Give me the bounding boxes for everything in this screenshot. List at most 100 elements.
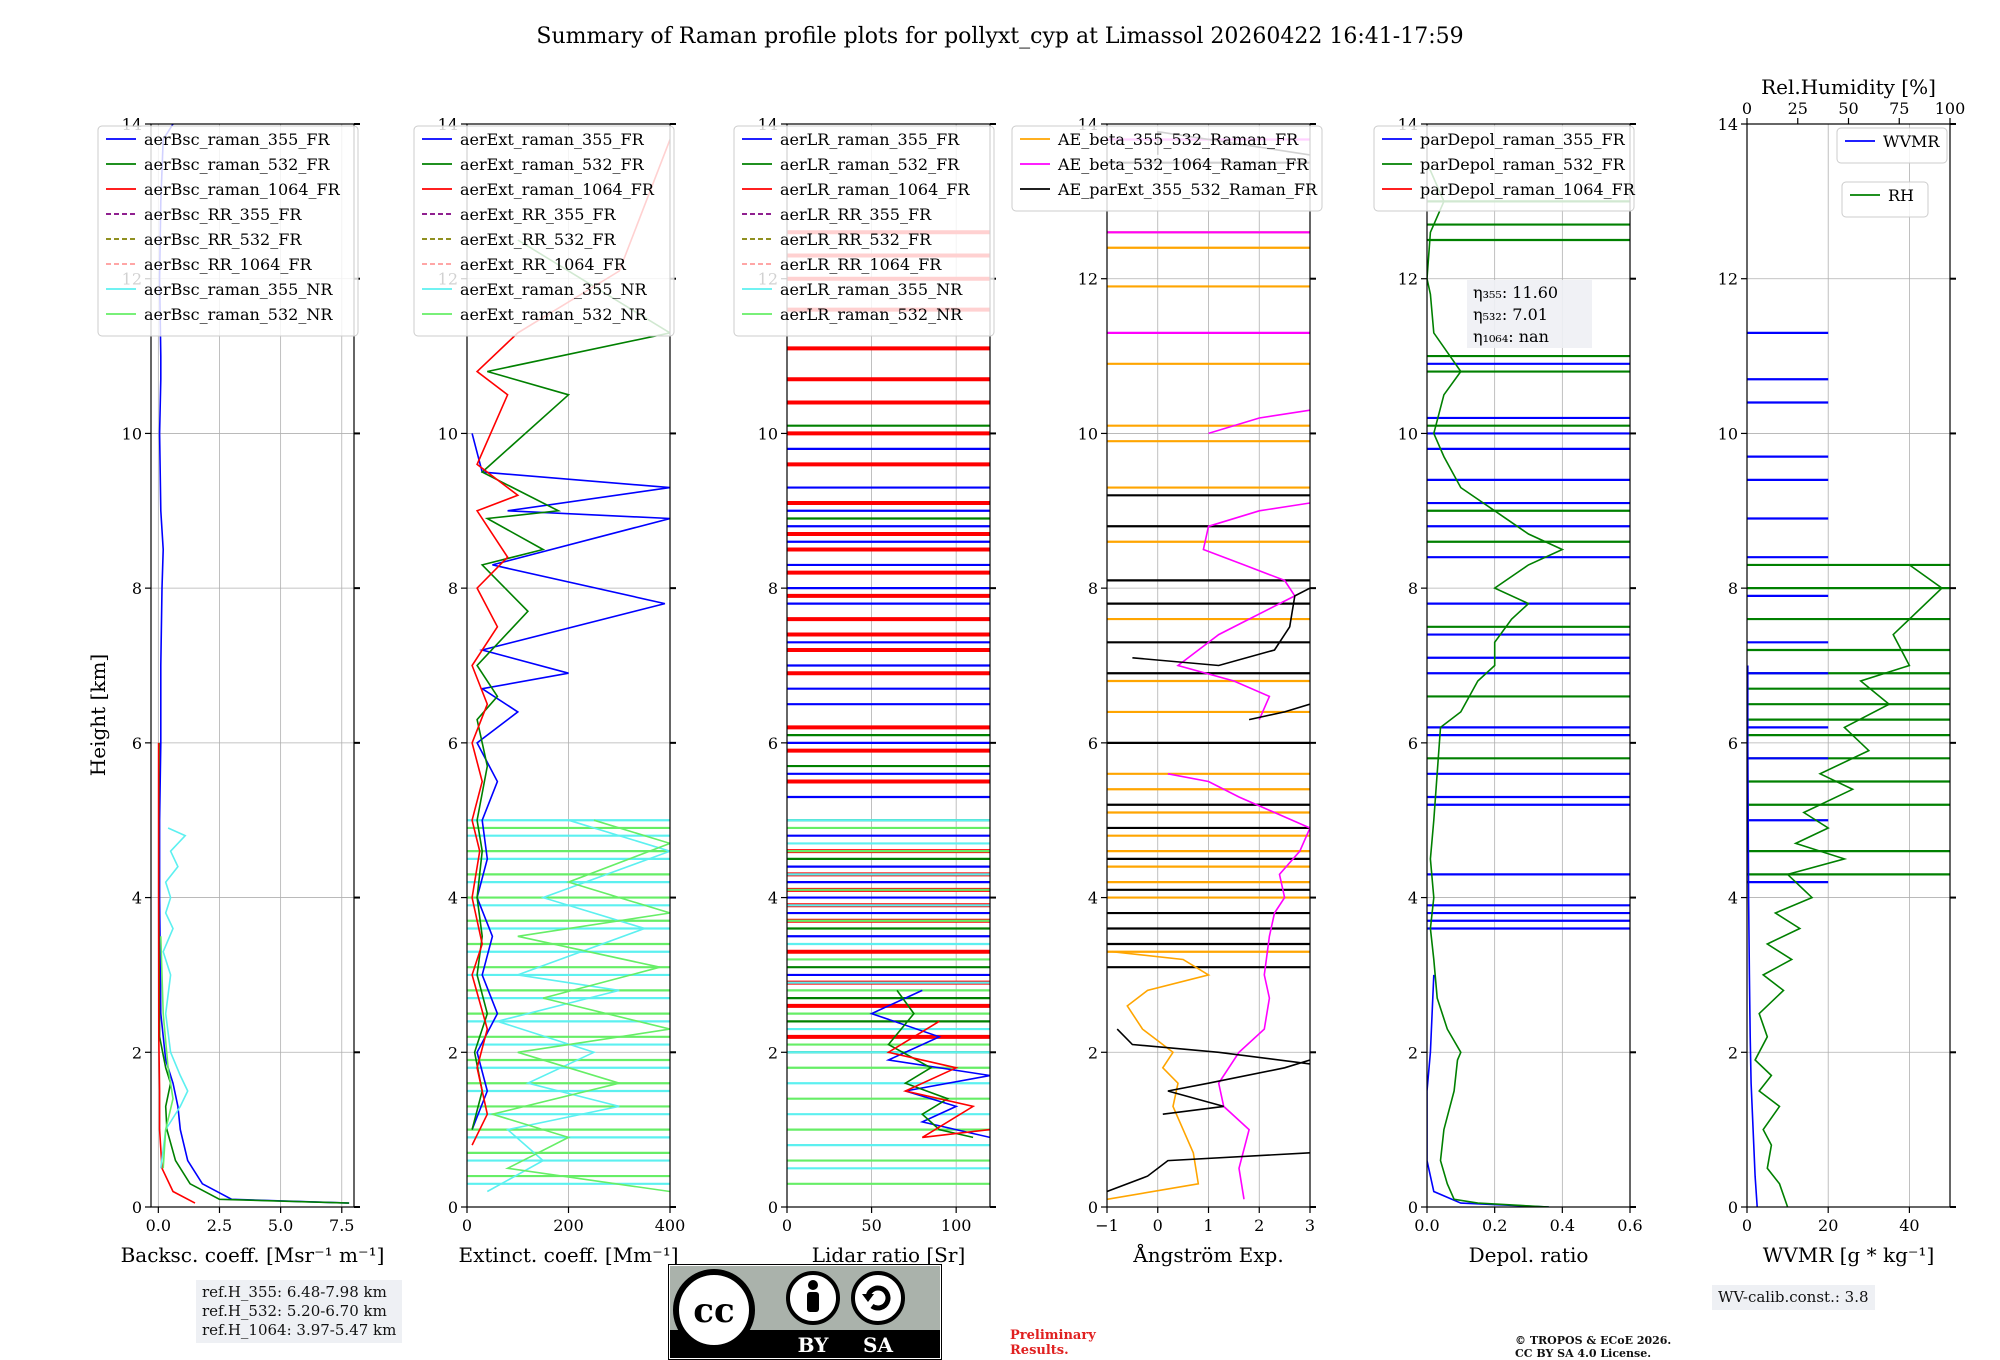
legend-label-backscatter-0: aerBsc_raman_355_FR xyxy=(144,130,330,149)
series-backscatter-3 xyxy=(160,827,189,1169)
series-extinction-0 xyxy=(471,433,670,1130)
panel-frame-backscatter xyxy=(150,123,355,1208)
xtick-label-wvmr-1: 20 xyxy=(1818,1216,1838,1235)
eta-annotation-bg xyxy=(1467,280,1592,348)
legend-angstrom: AE_beta_355_532_Raman_FR AE_beta_532_1064… xyxy=(1011,125,1323,212)
eta-annotation-line-2: η₁₀₆₄: nan xyxy=(1473,327,1549,346)
x-axis-label-depol: Depol. ratio xyxy=(1469,1243,1589,1267)
legend-label-extinction-3: aerExt_RR_355_FR xyxy=(460,205,617,224)
legend-wvmr-rh: RH xyxy=(1841,181,1929,218)
ytick-label-wvmr-5: 10 xyxy=(1718,424,1738,443)
series-depol-0 xyxy=(1427,974,1549,1207)
series-lidarratio-0 xyxy=(869,989,990,1139)
legend-box-lidarratio xyxy=(733,125,995,337)
plot-area-wvmr xyxy=(1747,331,1950,1207)
legend-label-backscatter-3: aerBsc_RR_355_FR xyxy=(144,205,302,224)
series-depol-1 xyxy=(1427,162,1565,1207)
x-axis-label-wvmr: WVMR [g * kg⁻¹] xyxy=(1763,1243,1935,1267)
ytick-label-angstrom-3: 6 xyxy=(1088,734,1098,753)
ytick-label-lidarratio-2: 4 xyxy=(768,889,778,908)
series-extinction-2 xyxy=(471,139,670,1146)
legend-label-backscatter-6: aerBsc_raman_355_NR xyxy=(144,280,333,299)
ytick-label-lidarratio-1: 2 xyxy=(768,1043,778,1062)
chart-title: Summary of Raman profile plots for polly… xyxy=(536,24,1463,49)
ytick-label-extinction-5: 10 xyxy=(438,424,458,443)
series-lidarratio-1 xyxy=(887,989,974,1139)
ytick-label-angstrom-2: 4 xyxy=(1088,889,1098,908)
ytick-label-wvmr-1: 2 xyxy=(1728,1043,1738,1062)
legend-label-lidarratio-3: aerLR_RR_355_FR xyxy=(780,205,932,224)
legend-lidarratio: aerLR_raman_355_FR aerLR_raman_532_FR aerL… xyxy=(733,125,995,337)
ytick-label-backscatter-0: 0 xyxy=(132,1198,142,1217)
sa-share-alike-icon xyxy=(851,1271,905,1325)
xtick-label-lidarratio-1: 50 xyxy=(861,1216,881,1235)
series-extinction-4 xyxy=(489,819,670,1193)
ytick-label-extinction-0: 0 xyxy=(448,1198,458,1217)
xtick-label-extinction-1: 200 xyxy=(553,1216,584,1235)
xtick-label-angstrom-3: 2 xyxy=(1254,1216,1264,1235)
xtick-label-wvmr-2: 40 xyxy=(1899,1216,1919,1235)
eta-annotation-box: η₃₅₅: 11.60 η₅₃₂: 7.01 η₁₀₆₄: nan xyxy=(1467,280,1592,348)
legend-label-wvmr-rh-0: RH xyxy=(1888,186,1914,205)
series-angstrom-2 xyxy=(1176,502,1310,720)
legend-label-extinction-1: aerExt_raman_532_FR xyxy=(460,155,645,174)
xtick-label-depol-2: 0.4 xyxy=(1550,1216,1575,1235)
series-angstrom-0 xyxy=(1107,950,1211,1201)
wv-calib-const-box: WV-calib.const.: 3.8 xyxy=(1712,1285,1875,1310)
legend-box-angstrom xyxy=(1011,125,1323,212)
panel-frame-depol xyxy=(1426,123,1631,1208)
legend-label-lidarratio-1: aerLR_raman_532_FR xyxy=(780,155,960,174)
ytick-label-lidarratio-5: 10 xyxy=(758,424,778,443)
ytick-label-angstrom-4: 8 xyxy=(1088,579,1098,598)
ytick-label-lidarratio-4: 8 xyxy=(768,579,778,598)
panel-frame-lidarratio xyxy=(786,123,991,1208)
series-backscatter-2 xyxy=(157,742,196,1204)
legend-box-wvmr-rh xyxy=(1841,181,1929,218)
series-angstrom-5 xyxy=(1162,1059,1310,1115)
legend-extinction: aerExt_raman_355_FR aerExt_raman_532_FRae… xyxy=(413,125,675,337)
plot-area-extinction xyxy=(467,139,670,1193)
xtick-label-depol-1: 0.2 xyxy=(1482,1216,1507,1235)
legend-label-lidarratio-5: aerLR_RR_1064_FR xyxy=(780,255,942,274)
xtick-label-angstrom-4: 3 xyxy=(1305,1216,1315,1235)
xtick-label-depol-3: 0.6 xyxy=(1617,1216,1642,1235)
ytick-label-depol-6: 12 xyxy=(1398,270,1418,289)
copyright-line-2: CC BY SA 4.0 License. xyxy=(1515,1347,1652,1360)
series-wvmr-1 xyxy=(1754,564,1944,1207)
legend-label-depol-2: parDepol_raman_1064_FR xyxy=(1420,180,1636,199)
series-backscatter-4 xyxy=(160,936,174,1169)
ytick-label-depol-4: 8 xyxy=(1408,579,1418,598)
ytick-label-backscatter-3: 6 xyxy=(132,734,142,753)
ytick-label-angstrom-6: 12 xyxy=(1078,270,1098,289)
xtick-label-angstrom-1: 0 xyxy=(1153,1216,1163,1235)
xtick-label-angstrom-2: 1 xyxy=(1203,1216,1213,1235)
legend-label-backscatter-7: aerBsc_raman_532_NR xyxy=(144,305,333,324)
xtick-label-wvmr-0: 0 xyxy=(1742,1216,1752,1235)
ytick-label-wvmr-4: 8 xyxy=(1728,579,1738,598)
legend-label-extinction-5: aerExt_RR_1064_FR xyxy=(460,255,627,274)
series-angstrom-3 xyxy=(1208,409,1310,435)
eta-annotation-line-1: η₅₃₂: 7.01 xyxy=(1473,305,1548,324)
legend-label-lidarratio-4: aerLR_RR_532_FR xyxy=(780,230,932,249)
ytick-label-backscatter-1: 2 xyxy=(132,1043,142,1062)
legend-label-backscatter-5: aerBsc_RR_1064_FR xyxy=(144,255,313,274)
ytick-label-depol-3: 6 xyxy=(1408,734,1418,753)
legend-label-lidarratio-6: aerLR_raman_355_NR xyxy=(780,280,963,299)
legend-label-backscatter-2: aerBsc_raman_1064_FR xyxy=(144,180,341,199)
ytick-label-extinction-2: 4 xyxy=(448,889,458,908)
series-angstrom-8 xyxy=(1132,587,1310,667)
legend-label-extinction-4: aerExt_RR_532_FR xyxy=(460,230,617,249)
xtick-label-lidarratio-2: 100 xyxy=(941,1216,972,1235)
ytick-label-wvmr-2: 4 xyxy=(1728,889,1738,908)
xtick-label-extinction-2: 400 xyxy=(655,1216,686,1235)
xtick-label-backscatter-0: 0.0 xyxy=(146,1216,171,1235)
ref-height-1064: ref.H_1064: 3.97-5.47 km xyxy=(202,1321,397,1339)
legend-label-lidarratio-7: aerLR_raman_532_NR xyxy=(780,305,963,324)
legend-backscatter: aerBsc_raman_355_FR aerBsc_raman_532_FRae… xyxy=(97,125,359,337)
series-wvmr-0 xyxy=(1747,665,1758,1207)
